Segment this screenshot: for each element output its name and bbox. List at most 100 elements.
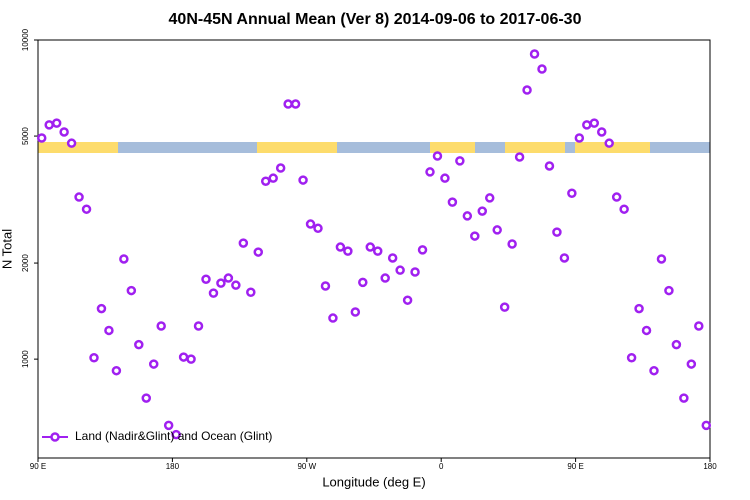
point xyxy=(365,242,376,252)
point xyxy=(440,173,450,183)
point xyxy=(604,138,614,148)
point xyxy=(223,273,234,283)
point xyxy=(701,420,712,431)
point xyxy=(694,321,704,331)
point xyxy=(410,267,420,277)
point xyxy=(104,325,114,336)
point xyxy=(141,393,152,403)
point xyxy=(507,239,517,249)
point xyxy=(544,161,555,171)
point xyxy=(455,156,465,166)
y-tick-label: 2000 xyxy=(21,254,30,272)
point xyxy=(589,118,600,128)
point xyxy=(619,204,629,214)
point xyxy=(216,278,226,288)
point xyxy=(664,285,674,296)
y-tick-label: 1000 xyxy=(21,350,30,368)
point xyxy=(537,64,547,74)
point xyxy=(186,354,196,364)
point xyxy=(596,127,607,137)
x-tick-label: 90 E xyxy=(30,462,46,471)
y-tick-label: 5000 xyxy=(21,127,30,145)
point xyxy=(111,365,122,376)
point xyxy=(358,277,368,288)
point xyxy=(395,265,405,275)
x-axis-title: Longitude (deg E) xyxy=(322,474,425,489)
point xyxy=(275,163,286,173)
point xyxy=(387,253,398,263)
point xyxy=(298,175,308,185)
y-tick-label: 10000 xyxy=(21,28,30,51)
point xyxy=(574,133,585,143)
y-axis-title: N Total xyxy=(0,229,14,269)
point xyxy=(343,246,353,256)
point xyxy=(81,204,92,214)
point xyxy=(246,287,256,298)
point xyxy=(96,303,107,314)
point xyxy=(514,152,525,162)
point xyxy=(529,49,540,59)
point xyxy=(611,192,622,202)
point xyxy=(372,246,383,256)
point xyxy=(89,353,99,363)
point xyxy=(522,85,532,95)
x-tick-label: 180 xyxy=(703,462,717,471)
point xyxy=(679,393,689,403)
point xyxy=(656,254,667,264)
legend-label: Land (Nadir&Glint) and Ocean (Glint) xyxy=(75,429,272,443)
point xyxy=(499,302,510,312)
chart-title: 40N-45N Annual Mean (Ver 8) 2014-09-06 t… xyxy=(169,11,582,28)
point xyxy=(671,339,682,350)
point xyxy=(290,99,301,109)
point xyxy=(582,120,592,130)
point xyxy=(447,197,458,207)
point xyxy=(350,307,361,317)
x-tick-label: 180 xyxy=(166,462,180,471)
point xyxy=(328,313,338,323)
point xyxy=(641,325,652,336)
point xyxy=(119,254,129,264)
point xyxy=(477,206,488,216)
point xyxy=(305,219,316,229)
point xyxy=(649,365,659,376)
point xyxy=(335,242,346,252)
point xyxy=(283,99,293,109)
point xyxy=(59,127,69,137)
point xyxy=(313,223,323,234)
legend-marker xyxy=(50,432,60,442)
point xyxy=(178,352,189,362)
point xyxy=(201,274,211,284)
point xyxy=(148,359,159,369)
point xyxy=(231,280,241,290)
point xyxy=(163,420,174,431)
point xyxy=(66,138,77,148)
map-strip xyxy=(38,142,710,153)
point xyxy=(193,321,204,331)
point xyxy=(238,238,249,248)
point xyxy=(126,285,137,296)
point xyxy=(171,429,181,440)
point xyxy=(51,118,62,128)
point xyxy=(74,192,84,202)
point xyxy=(36,133,47,143)
point xyxy=(470,231,480,241)
point xyxy=(253,247,264,257)
point xyxy=(44,120,54,130)
point xyxy=(402,295,413,305)
point xyxy=(320,281,331,291)
x-tick-label: 0 xyxy=(439,462,444,471)
point xyxy=(134,339,144,350)
point xyxy=(432,151,443,161)
point xyxy=(686,359,697,369)
point xyxy=(156,321,166,331)
x-tick-label: 90 E xyxy=(567,462,583,471)
point xyxy=(425,167,435,177)
point xyxy=(484,193,495,203)
point xyxy=(380,273,390,283)
plot-frame xyxy=(37,39,711,459)
point xyxy=(492,225,502,235)
point xyxy=(559,253,570,263)
x-tick-label: 90 W xyxy=(297,462,316,471)
point xyxy=(417,245,428,255)
